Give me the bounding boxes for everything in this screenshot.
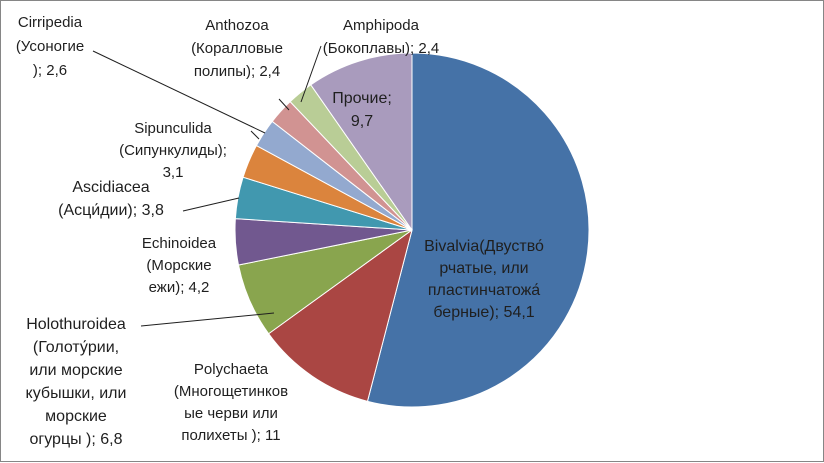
data-label-line: ежи); 4,2: [149, 279, 210, 296]
data-label-line: ые черви или: [184, 405, 278, 422]
data-label-line: (Сипункулиды);: [119, 142, 227, 159]
leader-line-sipunculida: [250, 130, 260, 140]
data-label-line: Holothuroidea: [26, 316, 126, 333]
data-label-line: Ascidiacea: [72, 179, 149, 196]
data-label-line: Amphipoda: [343, 17, 420, 34]
data-label-other: Прочие; 9,7: [332, 90, 392, 130]
data-label-polychaeta: Polychaeta (Многощетинков ые черви или поли…: [174, 361, 288, 444]
data-label-line: берные); 54,1: [433, 304, 534, 321]
data-label-line: пластинчатожа́: [428, 282, 540, 299]
data-label-line: Polychaeta: [194, 361, 269, 378]
data-label-line: 3,1: [163, 164, 184, 181]
data-label-line: (Морские: [146, 257, 211, 274]
leader-line-ascidiacea: [182, 197, 240, 212]
data-label-line: полихеты ); 11: [181, 427, 280, 444]
data-label-line: морские: [45, 408, 107, 425]
data-label-line: рчатые, или: [439, 260, 528, 277]
data-label-line: (Многощетинков: [174, 383, 288, 400]
data-label-line: ); 2,6: [33, 62, 67, 79]
data-label-line: Echinoidea: [142, 235, 217, 252]
data-label-bivalvia: Bivalvia(Двуство́ рчатые, или пластинчатож…: [424, 238, 544, 321]
data-label-line: Cirripedia: [18, 14, 83, 31]
data-label-line: Прочие;: [332, 90, 392, 107]
pie-slice-other: [310, 52, 413, 232]
data-label-ascidiacea: Ascidiacea (Асци́дии); 3,8: [58, 179, 164, 219]
leader-line-anthozoa: [278, 98, 290, 111]
data-label-line: огурцы ); 6,8: [29, 431, 122, 448]
data-label-amphipoda: Amphipoda (Бокоплавы); 2,4: [323, 17, 439, 57]
pie-slice-polychaeta: [267, 228, 413, 402]
data-label-line: (Голоту́рии,: [33, 339, 119, 356]
data-label-cirripedia: Cirripedia (Усоногие ); 2,6: [16, 14, 84, 79]
data-label-line: (Усоногие: [16, 38, 84, 55]
pie-slice-bivalvia: [366, 52, 590, 408]
data-label-line: (Бокоплавы); 2,4: [323, 40, 439, 57]
data-label-line: Sipunculida: [134, 120, 212, 137]
leader-line-amphipoda: [300, 45, 322, 103]
data-label-sipunculida: Sipunculida (Сипункулиды); 3,1: [119, 120, 227, 181]
data-label-anthozoa: Anthozoa (Коралловые полипы); 2,4: [191, 17, 283, 80]
data-label-line: (Асци́дии); 3,8: [58, 202, 164, 219]
data-label-line: Anthozoa: [205, 17, 269, 34]
data-label-line: кубышки, или: [26, 385, 127, 402]
data-label-line: Bivalvia(Двуство́: [424, 238, 544, 255]
data-label-echinoidea: Echinoidea (Морские ежи); 4,2: [142, 235, 217, 296]
data-label-line: полипы); 2,4: [194, 63, 280, 80]
data-label-line: (Коралловые: [191, 40, 283, 57]
data-label-line: 9,7: [351, 113, 373, 130]
data-label-holothuroidea: Holothuroidea (Голоту́рии, или морские кубы…: [26, 316, 127, 448]
data-label-line: или морские: [29, 362, 122, 379]
leader-line-holothuroidea: [140, 312, 275, 327]
leader-line-cirripedia: [92, 50, 266, 134]
